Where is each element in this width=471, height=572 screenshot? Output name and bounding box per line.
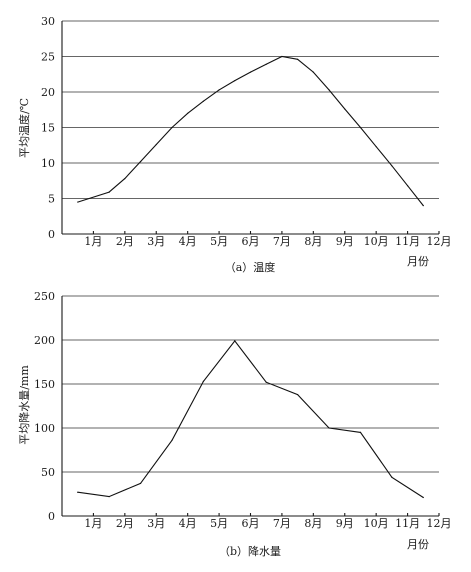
x-tick-label: 7月: [273, 517, 291, 530]
data-point: [139, 160, 142, 163]
data-point: [77, 201, 79, 203]
x-tick-label: 11月: [395, 235, 420, 248]
data-point: [234, 340, 236, 342]
data-point: [281, 55, 283, 58]
x-tick-label: 2月: [116, 517, 134, 530]
x-tick-label: 8月: [304, 517, 322, 530]
x-tick-label: 2月: [116, 235, 134, 248]
data-point: [77, 491, 79, 493]
x-tick-label: 9月: [336, 517, 354, 530]
y-tick-label: 0: [48, 228, 55, 241]
data-point: [406, 185, 409, 187]
y-axis-label: 平均降水量/mm: [17, 365, 31, 445]
x-tick-label: 7月: [273, 235, 291, 248]
x-tick-label: 9月: [336, 235, 354, 248]
data-point: [155, 143, 157, 146]
x-tick-label: 10月: [364, 235, 389, 248]
data-point: [218, 89, 220, 91]
data-point: [328, 427, 330, 429]
data-point: [359, 431, 362, 433]
x-tick-label: 1月: [84, 235, 102, 248]
y-axis-label: 平均温度/℃: [17, 98, 31, 158]
x-tick-label: 4月: [179, 517, 197, 530]
x-tick-label: 5月: [210, 235, 228, 248]
chart-caption: （a）温度: [225, 260, 276, 274]
data-point: [297, 393, 299, 396]
y-tick-label: 5: [48, 193, 55, 206]
chart-panel-temperature: 0 5 10 15 20 25 30 1月 2月 3月 4月 5月 6月 7月 8月 9月 10月 11月 12月 平…: [17, 15, 452, 274]
chart-panel-precipitation: 0 50 100 150 200 250 1月 2月 3月 4月 5月 6月 7月 8月 9月 10月 11月 1…: [17, 290, 452, 558]
y-tick-label: 100: [34, 422, 55, 435]
series-line: [77, 55, 424, 206]
data-point: [187, 112, 189, 114]
x-tick-label: 5月: [210, 517, 228, 530]
y-tick-label: 250: [34, 290, 55, 303]
y-tick-label: 150: [34, 378, 55, 391]
data-point: [422, 205, 424, 207]
x-tick-label: 10月: [364, 517, 389, 530]
data-point: [202, 100, 204, 102]
data-point: [265, 63, 267, 65]
data-point: [297, 58, 299, 60]
x-tick-label: 11月: [395, 517, 420, 530]
y-tick-label: 200: [34, 334, 55, 347]
data-point: [139, 482, 142, 485]
data-point: [359, 126, 362, 129]
data-point: [344, 108, 346, 110]
x-tick-label: 4月: [179, 235, 197, 248]
data-point: [391, 165, 393, 167]
y-tick-label: 30: [41, 15, 55, 28]
x-tick-label: 1月: [84, 517, 102, 530]
chart-caption: （b）降水量: [219, 544, 281, 558]
data-point: [108, 496, 110, 498]
data-point: [108, 191, 110, 193]
x-axis-unit-label: 月份: [407, 255, 429, 268]
data-point: [265, 381, 267, 383]
data-point: [312, 71, 314, 73]
data-point: [124, 178, 126, 180]
data-point: [328, 89, 330, 91]
y-tick-label: 50: [41, 466, 55, 479]
x-tick-label: 6月: [242, 235, 260, 248]
x-tick-label: 3月: [147, 235, 165, 248]
x-tick-label: 6月: [242, 517, 260, 530]
y-tick-label: 25: [41, 51, 55, 64]
y-tick-label: 15: [41, 122, 55, 135]
data-point: [375, 146, 377, 148]
series-line: [77, 339, 424, 498]
x-tick-label: 12月: [427, 235, 452, 248]
data-point: [234, 80, 236, 82]
data-point: [171, 126, 173, 129]
data-point: [249, 71, 252, 73]
y-tick-label: 20: [41, 86, 55, 99]
x-tick-label: 8月: [304, 235, 322, 248]
data-point: [391, 476, 393, 478]
x-tick-label: 12月: [427, 517, 452, 530]
y-tick-label: 10: [41, 157, 55, 170]
data-point: [202, 380, 204, 382]
x-tick-label: 3月: [147, 517, 165, 530]
y-tick-label: 0: [48, 510, 55, 523]
x-axis-unit-label: 月份: [407, 538, 429, 551]
data-point: [171, 439, 173, 441]
data-point: [422, 496, 424, 499]
